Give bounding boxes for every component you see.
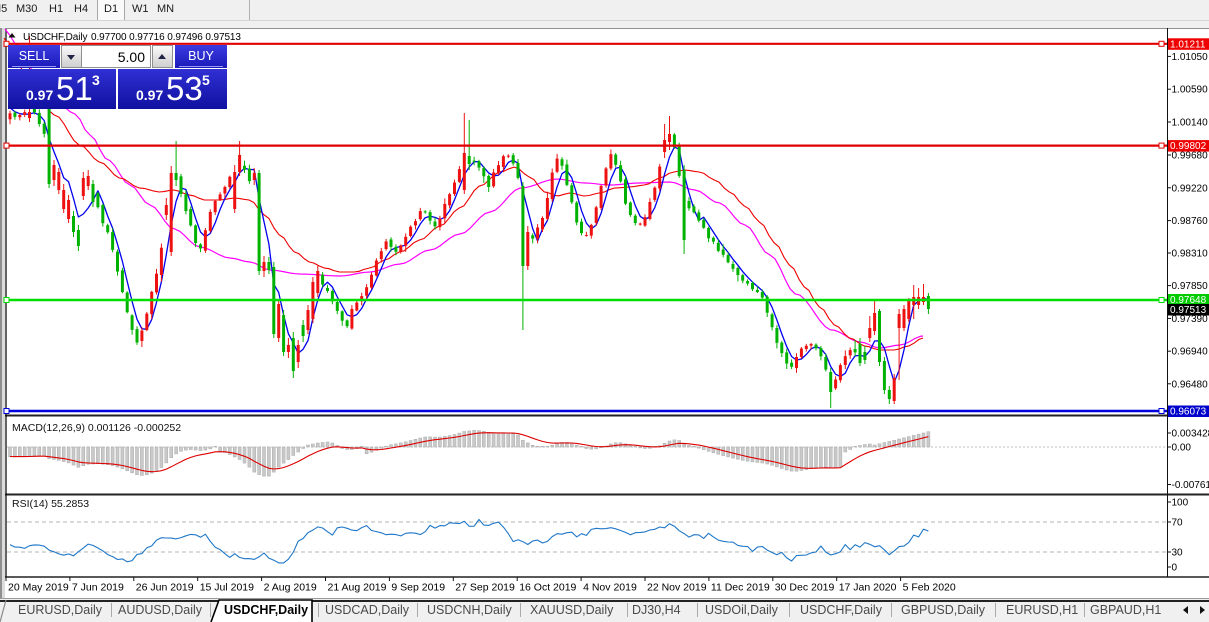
svg-text:0.98310: 0.98310: [1172, 249, 1209, 260]
svg-text:1.00140: 1.00140: [1172, 118, 1209, 129]
svg-text:0.00: 0.00: [1172, 443, 1192, 454]
svg-text:0.99802: 0.99802: [1170, 141, 1207, 152]
svg-text:0.99680: 0.99680: [1172, 151, 1209, 162]
svg-text:17 Jan 2020: 17 Jan 2020: [839, 582, 897, 594]
svg-text:30: 30: [1172, 548, 1184, 559]
svg-text:70: 70: [1172, 518, 1184, 529]
svg-text:5 Feb 2020: 5 Feb 2020: [903, 582, 956, 594]
svg-text:0.97513: 0.97513: [1170, 305, 1207, 316]
svg-text:15 Jul 2019: 15 Jul 2019: [200, 582, 254, 594]
svg-text:0: 0: [1172, 563, 1178, 574]
svg-text:1.00590: 1.00590: [1172, 85, 1209, 96]
svg-text:0.97850: 0.97850: [1172, 281, 1209, 292]
svg-text:2 Aug 2019: 2 Aug 2019: [264, 582, 317, 594]
svg-text:0.97700 0.97716 0.97496 0.9751: 0.97700 0.97716 0.97496 0.97513: [91, 32, 241, 43]
svg-text:-0.007615: -0.007615: [1172, 480, 1209, 491]
svg-text:30 Dec 2019: 30 Dec 2019: [775, 582, 835, 594]
svg-text:0.97390: 0.97390: [1172, 314, 1209, 325]
svg-text:MACD(12,26,9) 0.001126 -0.0002: MACD(12,26,9) 0.001126 -0.000252: [12, 422, 181, 434]
svg-text:9 Sep 2019: 9 Sep 2019: [391, 582, 445, 594]
svg-text:0.003428: 0.003428: [1172, 429, 1209, 440]
svg-text:0.96940: 0.96940: [1172, 347, 1209, 358]
svg-text:100: 100: [1172, 498, 1189, 509]
svg-text:26 Jun 2019: 26 Jun 2019: [136, 582, 194, 594]
svg-text:22 Nov 2019: 22 Nov 2019: [647, 582, 707, 594]
svg-text:0.98760: 0.98760: [1172, 216, 1209, 227]
svg-text:27 Sep 2019: 27 Sep 2019: [455, 582, 515, 594]
svg-text:0.97648: 0.97648: [1170, 295, 1207, 306]
svg-text:16 Oct 2019: 16 Oct 2019: [519, 582, 576, 594]
svg-text:0.99220: 0.99220: [1172, 183, 1209, 194]
svg-text:USDCHF,Daily: USDCHF,Daily: [23, 32, 87, 43]
svg-text:21 Aug 2019: 21 Aug 2019: [328, 582, 387, 594]
svg-text:20 May 2019: 20 May 2019: [8, 582, 69, 594]
svg-text:11 Dec 2019: 11 Dec 2019: [711, 582, 770, 594]
svg-text:7 Jun 2019: 7 Jun 2019: [72, 582, 124, 594]
svg-text:0.96073: 0.96073: [1170, 407, 1207, 418]
svg-text:0.96480: 0.96480: [1172, 379, 1209, 390]
svg-text:4 Nov 2019: 4 Nov 2019: [583, 582, 637, 594]
svg-text:RSI(14) 55.2853: RSI(14) 55.2853: [12, 498, 89, 510]
svg-text:1.01050: 1.01050: [1172, 52, 1209, 63]
svg-text:1.01211: 1.01211: [1170, 39, 1206, 50]
